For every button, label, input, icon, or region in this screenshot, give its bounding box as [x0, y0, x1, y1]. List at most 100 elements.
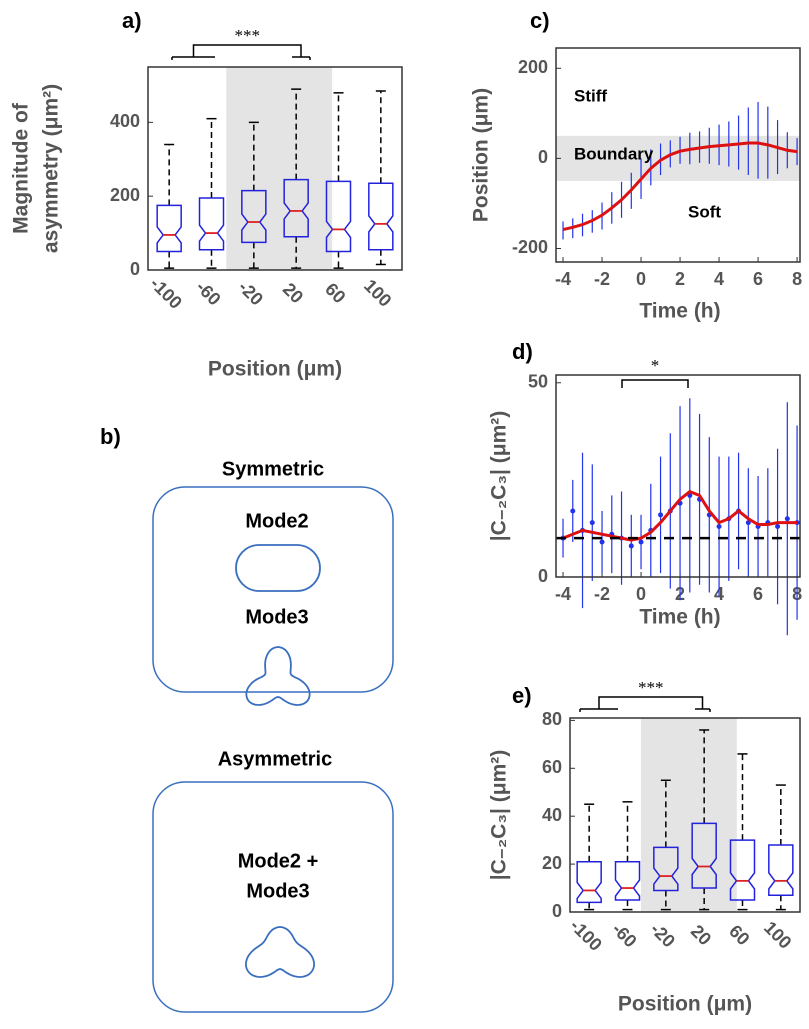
y-tick-label: 200	[110, 185, 140, 205]
x-tick-label: -2	[594, 269, 610, 289]
x-axis-label: Time (h)	[639, 606, 720, 629]
point	[745, 520, 751, 526]
x-tick-label: 0	[636, 269, 646, 289]
x-tick-label: -60	[608, 919, 641, 952]
frame	[152, 781, 394, 1013]
y-tick-label: 0	[130, 259, 140, 279]
x-tick-label: -100	[566, 915, 606, 955]
y-tick-label: 60	[542, 757, 562, 777]
x-tick-label: 6	[753, 584, 763, 604]
point	[638, 539, 644, 545]
x-tick-label: -20	[646, 919, 679, 952]
chart: c) Position (μm) Time (h) -200 0 200 -4 -2 0 2 4 6 8…	[470, 8, 803, 323]
significance-bracket	[621, 379, 689, 388]
chart: e) |C₋₂C₃| (μm²) Position (μm) 0 20 40 60 80 -10…	[488, 678, 801, 1016]
significance-bracket	[579, 696, 711, 712]
x-tick-label: -4	[555, 584, 571, 604]
y-axis-label: |C₋₂C₃| (μm²)	[488, 750, 511, 881]
y-tick-label: 0	[538, 147, 548, 167]
highlight	[226, 67, 333, 270]
x-tick-label: 0	[636, 584, 646, 604]
y-tick-label: 400	[110, 111, 140, 131]
box	[198, 197, 225, 251]
point	[599, 539, 605, 545]
panel-label: c)	[530, 8, 550, 33]
line	[562, 489, 798, 542]
region-label: Soft	[688, 202, 721, 221]
line	[562, 141, 798, 232]
panel-label: e)	[512, 683, 532, 708]
x-axis-label: Position (μm)	[618, 993, 752, 1016]
panel-label: a)	[122, 8, 142, 33]
mode-label: Mode2	[245, 510, 308, 532]
axes-frame	[569, 717, 801, 913]
significance-bracket	[171, 44, 311, 60]
significance: ***	[235, 26, 261, 45]
mode2-shape	[235, 544, 321, 592]
x-tick-label: 60	[725, 921, 753, 949]
x-tick-label: 60	[321, 279, 349, 307]
chart: d)|C₋₂C₃| (μm²)Time (h)050-4 -2 0 2 4 6 8*	[488, 339, 802, 636]
box	[653, 846, 679, 892]
chart: a) Magnitude of asymmetry (μm²) Position (μ…	[10, 8, 403, 381]
diagram: b) Symmetric Mode2 Mode3 Asymmetric Mode…	[100, 424, 394, 1013]
frame	[152, 486, 394, 693]
x-tick-label: -2	[594, 584, 610, 604]
box	[368, 182, 394, 251]
mode3-shape	[245, 646, 311, 706]
x-tick-label: 100	[760, 917, 795, 952]
panel-label: b)	[100, 424, 121, 449]
y-axis-label: Magnitude of	[10, 102, 33, 234]
axes-frame	[147, 66, 403, 271]
point	[658, 512, 664, 518]
box	[614, 860, 641, 901]
x-tick-label: 4	[714, 269, 724, 289]
box	[576, 860, 602, 904]
point	[589, 520, 595, 526]
x-tick-label: -20	[234, 277, 267, 310]
x-tick-label: -100	[146, 273, 186, 313]
y-tick-label: 80	[542, 709, 562, 729]
x-tick-label: 100	[360, 275, 395, 310]
mode-label: Mode3	[245, 606, 308, 628]
box	[241, 189, 267, 244]
y-tick-label: -200	[512, 237, 548, 257]
y-tick-label: 20	[542, 853, 562, 873]
mode-label: Mode2 +	[238, 850, 319, 872]
y-axis-label: Position (μm)	[470, 88, 493, 222]
point	[775, 524, 781, 529]
point	[784, 516, 790, 522]
y-tick-label: 50	[528, 372, 548, 392]
box	[768, 844, 794, 896]
axes-frame	[555, 374, 801, 578]
axes-frame	[555, 47, 801, 263]
mode23-shape	[244, 926, 316, 978]
x-axis-label: Position (μm)	[208, 358, 342, 381]
x-tick-label: 8	[792, 269, 802, 289]
box	[283, 178, 309, 238]
point	[570, 508, 576, 514]
y-tick-label: 200	[518, 57, 548, 77]
y-tick-label: 0	[538, 566, 548, 586]
panel-label: d)	[512, 339, 533, 364]
diagram-title: Asymmetric	[218, 748, 333, 770]
y-axis-label: |C₋₂C₃| (μm²)	[488, 411, 511, 542]
x-tick-label: 6	[753, 269, 763, 289]
box	[729, 839, 756, 901]
x-tick-label: -60	[192, 277, 225, 310]
box	[156, 204, 182, 253]
mode-label: Mode3	[246, 880, 309, 902]
diagram-title: Symmetric	[222, 458, 324, 480]
point	[628, 543, 634, 549]
region-label: Stiff	[574, 86, 607, 105]
significance: ***	[638, 678, 664, 697]
point	[716, 524, 722, 529]
y-tick-label: 40	[542, 805, 562, 825]
x-tick-label: 2	[675, 269, 685, 289]
x-tick-label: -4	[555, 269, 571, 289]
y-tick-label: 0	[552, 901, 562, 921]
x-tick-label: 20	[279, 279, 307, 307]
y-axis-label: asymmetry (μm²)	[40, 84, 63, 253]
region-label: Boundary	[574, 144, 654, 163]
